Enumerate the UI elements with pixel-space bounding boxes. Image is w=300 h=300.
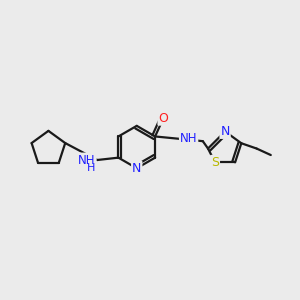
Text: N: N (132, 162, 141, 175)
Text: O: O (158, 112, 168, 125)
Text: N: N (220, 125, 230, 138)
Text: H: H (87, 163, 96, 173)
Text: NH: NH (180, 132, 197, 145)
Text: NH: NH (78, 154, 96, 166)
Text: S: S (211, 156, 219, 169)
